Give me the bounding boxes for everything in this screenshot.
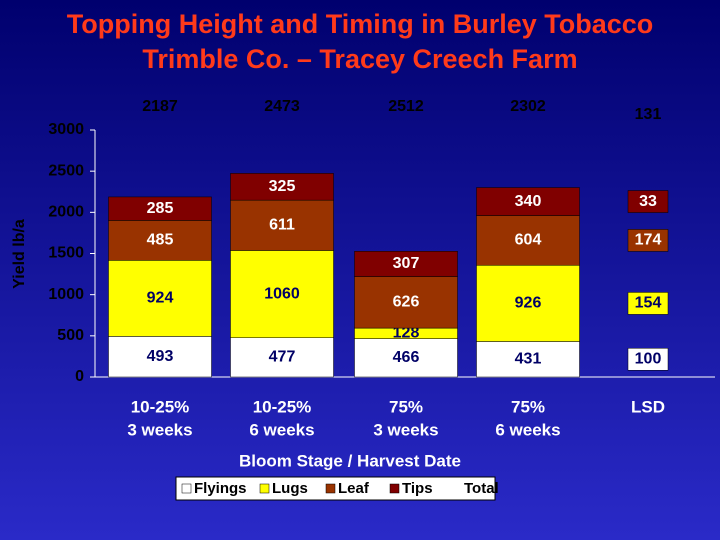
data-label: 325 bbox=[269, 178, 296, 195]
data-label: 285 bbox=[147, 200, 174, 217]
total-label: 2187 bbox=[142, 98, 178, 115]
x-tick-label: 6 weeks bbox=[249, 420, 314, 439]
legend-swatch bbox=[389, 483, 400, 494]
total-label: 2473 bbox=[264, 98, 300, 115]
total-label: 2302 bbox=[510, 98, 546, 115]
x-tick-label: 3 weeks bbox=[127, 420, 192, 439]
data-label: 604 bbox=[515, 232, 542, 249]
data-label: 307 bbox=[393, 255, 420, 272]
x-tick-label: 75% bbox=[511, 397, 545, 416]
bar-segment bbox=[230, 199, 334, 251]
legend-swatch bbox=[259, 483, 270, 494]
y-tick-label: 1000 bbox=[48, 286, 84, 303]
bar-segment bbox=[230, 173, 334, 201]
data-label: 128 bbox=[393, 325, 420, 342]
data-label: 340 bbox=[515, 193, 542, 210]
lsd-label: 33 bbox=[639, 193, 657, 210]
data-label: 431 bbox=[515, 350, 542, 367]
x-tick-label: LSD bbox=[631, 397, 665, 416]
y-tick-label: 2500 bbox=[48, 162, 84, 179]
legend-swatch bbox=[325, 483, 336, 494]
lsd-box bbox=[627, 292, 669, 315]
legend-label: Flyings bbox=[194, 480, 247, 497]
data-label: 926 bbox=[515, 295, 542, 312]
bar-segment bbox=[354, 338, 458, 378]
bar-segment bbox=[108, 196, 212, 221]
chart-title: Topping Height and Timing in Burley Toba… bbox=[67, 9, 654, 39]
bar-segment bbox=[476, 187, 580, 216]
bar-segment bbox=[354, 251, 458, 277]
bar-segment bbox=[108, 220, 212, 261]
data-label: 924 bbox=[147, 290, 174, 307]
bar-segment bbox=[108, 336, 212, 378]
lsd-label: 154 bbox=[635, 295, 662, 312]
chart-title: Trimble Co. – Tracey Creech Farm bbox=[142, 44, 577, 74]
data-label: 485 bbox=[147, 232, 174, 249]
x-tick-label: 10-25% bbox=[131, 397, 190, 416]
y-axis-label: Yield lb/a bbox=[11, 219, 28, 289]
total-label: 2512 bbox=[388, 98, 424, 115]
bar-segment bbox=[230, 337, 334, 378]
data-label: 626 bbox=[393, 294, 420, 311]
y-tick-label: 0 bbox=[75, 368, 84, 385]
legend-label: Lugs bbox=[272, 480, 308, 497]
bar-segment bbox=[230, 250, 334, 338]
lsd-total-label: 131 bbox=[635, 106, 662, 123]
lsd-box bbox=[627, 190, 669, 213]
legend-label: Total bbox=[464, 480, 499, 497]
y-tick-label: 2000 bbox=[48, 204, 84, 221]
bar-segment bbox=[108, 260, 212, 337]
legend-label: Tips bbox=[402, 480, 433, 497]
legend-label: Leaf bbox=[338, 480, 370, 497]
data-label: 466 bbox=[393, 349, 420, 366]
bar-segment bbox=[476, 265, 580, 342]
x-tick-label: 6 weeks bbox=[495, 420, 560, 439]
x-axis-label: Bloom Stage / Harvest Date bbox=[239, 451, 461, 470]
lsd-label: 100 bbox=[635, 350, 662, 367]
y-tick-label: 3000 bbox=[48, 121, 84, 138]
data-label: 493 bbox=[147, 348, 174, 365]
x-tick-label: 10-25% bbox=[253, 397, 312, 416]
legend-swatch bbox=[181, 483, 192, 494]
y-tick-label: 500 bbox=[57, 327, 84, 344]
bar-segment bbox=[354, 276, 458, 329]
x-tick-label: 3 weeks bbox=[373, 420, 438, 439]
x-tick-label: 75% bbox=[389, 397, 423, 416]
data-label: 611 bbox=[269, 217, 295, 234]
bar-segment bbox=[476, 341, 580, 378]
lsd-box bbox=[627, 229, 669, 252]
bar-segment bbox=[476, 215, 580, 266]
data-label: 1060 bbox=[264, 285, 300, 302]
data-label: 477 bbox=[269, 349, 296, 366]
legend bbox=[175, 476, 496, 501]
y-tick-label: 1500 bbox=[48, 245, 84, 262]
lsd-box bbox=[627, 348, 669, 371]
lsd-label: 174 bbox=[635, 232, 662, 249]
